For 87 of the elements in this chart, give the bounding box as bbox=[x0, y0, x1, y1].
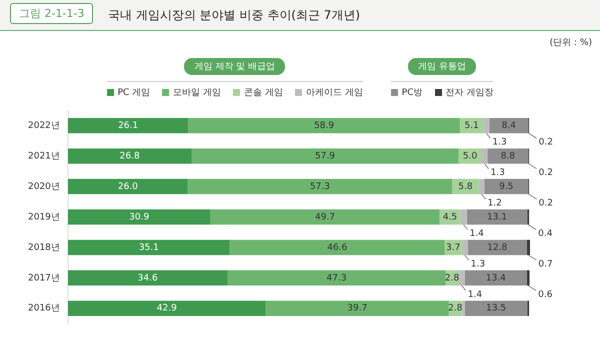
bar bbox=[526, 240, 530, 256]
bar bbox=[489, 118, 528, 134]
data-label: 1.3 bbox=[492, 138, 507, 148]
y-tick-label: 2021년 bbox=[28, 151, 60, 162]
bar bbox=[468, 240, 527, 256]
y-tick-label: 2018년 bbox=[28, 242, 60, 253]
data-label: 26.8 bbox=[120, 151, 140, 162]
bar bbox=[466, 209, 528, 225]
bar bbox=[266, 300, 449, 316]
data-label: 2.8 bbox=[448, 304, 463, 314]
data-label: 2.8 bbox=[444, 273, 460, 284]
data-label: 1.4 bbox=[470, 228, 484, 239]
data-label: 5.0 bbox=[462, 151, 478, 162]
data-label: 9.5 bbox=[499, 182, 514, 192]
bar bbox=[227, 270, 446, 286]
legend-label: PC방 bbox=[400, 87, 423, 99]
data-label: 8.4 bbox=[502, 120, 516, 131]
bar bbox=[210, 209, 440, 225]
data-label: 1.3 bbox=[490, 168, 505, 178]
bar bbox=[483, 118, 490, 134]
data-label: 13.5 bbox=[486, 304, 506, 314]
bar bbox=[230, 240, 445, 256]
bar bbox=[482, 148, 488, 164]
legend-label: PC 게임 bbox=[116, 87, 150, 99]
data-label: 3.7 bbox=[446, 242, 460, 253]
legend-label: 콘솔 게임 bbox=[243, 87, 283, 99]
data-label: 1.4 bbox=[468, 290, 482, 300]
data-label: 1.3 bbox=[470, 259, 486, 270]
data-label: 0.2 bbox=[538, 138, 553, 148]
data-label: 12.8 bbox=[487, 242, 508, 253]
bar bbox=[464, 300, 528, 316]
caption: 그림 2-1-1-3 bbox=[10, 3, 94, 24]
bar bbox=[488, 148, 528, 164]
bar bbox=[68, 209, 210, 225]
bar bbox=[462, 300, 465, 316]
text: 게임 유통업 bbox=[408, 58, 476, 75]
chart-title: 국내 게임시장의 분야별 비중 추이(최근 7개년) bbox=[108, 7, 360, 24]
legend-label: 전자 게임장 bbox=[444, 87, 494, 99]
data-label: 26.0 bbox=[118, 182, 138, 192]
y-tick-label: 2016년 bbox=[28, 304, 60, 314]
y-tick-label: 2022년 bbox=[28, 120, 60, 131]
data-label: 34.6 bbox=[138, 273, 158, 284]
data-label: 42.9 bbox=[156, 304, 178, 314]
data-label: 5.8 bbox=[458, 182, 473, 192]
data-label: 13.1 bbox=[487, 212, 508, 222]
data-label: 46.6 bbox=[327, 242, 348, 253]
bar bbox=[68, 300, 266, 316]
data-label: 13.4 bbox=[486, 273, 506, 284]
y-tick-label: 2020년 bbox=[28, 182, 60, 192]
data-label: 1.2 bbox=[488, 198, 502, 208]
bar bbox=[68, 178, 188, 194]
data-label: 30.9 bbox=[129, 212, 150, 222]
data-label: 5.1 bbox=[464, 120, 479, 131]
bar bbox=[68, 240, 230, 256]
data-label: 0.7 bbox=[538, 259, 553, 270]
data-label: 26.1 bbox=[118, 120, 138, 131]
data-label: 0.6 bbox=[538, 290, 553, 300]
bar bbox=[68, 148, 192, 164]
text: (단위 : %) bbox=[550, 37, 592, 49]
legend-label: 모바일 게임 bbox=[172, 87, 222, 99]
data-label: 0.4 bbox=[538, 228, 553, 239]
y-tick-label: 2017년 bbox=[28, 273, 60, 284]
data-label: 57.3 bbox=[310, 182, 330, 192]
bar bbox=[484, 178, 528, 194]
y-tick-label: 2019년 bbox=[28, 212, 60, 222]
data-label: 39.7 bbox=[347, 304, 368, 314]
bar bbox=[188, 178, 452, 194]
legend-label: 아케이드 게임 bbox=[304, 87, 363, 99]
data-label: 58.9 bbox=[314, 120, 334, 131]
data-label: 4.5 bbox=[442, 212, 458, 222]
data-label: 57.9 bbox=[314, 151, 336, 162]
data-label: 35.1 bbox=[138, 242, 159, 253]
data-label: 49.7 bbox=[314, 212, 336, 222]
bar bbox=[458, 270, 465, 286]
data-label: 47.3 bbox=[326, 273, 347, 284]
bar bbox=[462, 240, 468, 256]
data-label: 0.2 bbox=[538, 168, 553, 178]
bar bbox=[464, 270, 527, 286]
bar bbox=[478, 178, 484, 194]
bar bbox=[460, 209, 467, 225]
bar bbox=[188, 118, 460, 134]
data-label: 0.2 bbox=[538, 198, 553, 208]
bar bbox=[68, 118, 188, 134]
bar bbox=[68, 270, 228, 286]
bar bbox=[192, 148, 459, 164]
data-label: 8.8 bbox=[500, 151, 516, 162]
text: 게임 제작 및 배급업 bbox=[184, 58, 285, 75]
